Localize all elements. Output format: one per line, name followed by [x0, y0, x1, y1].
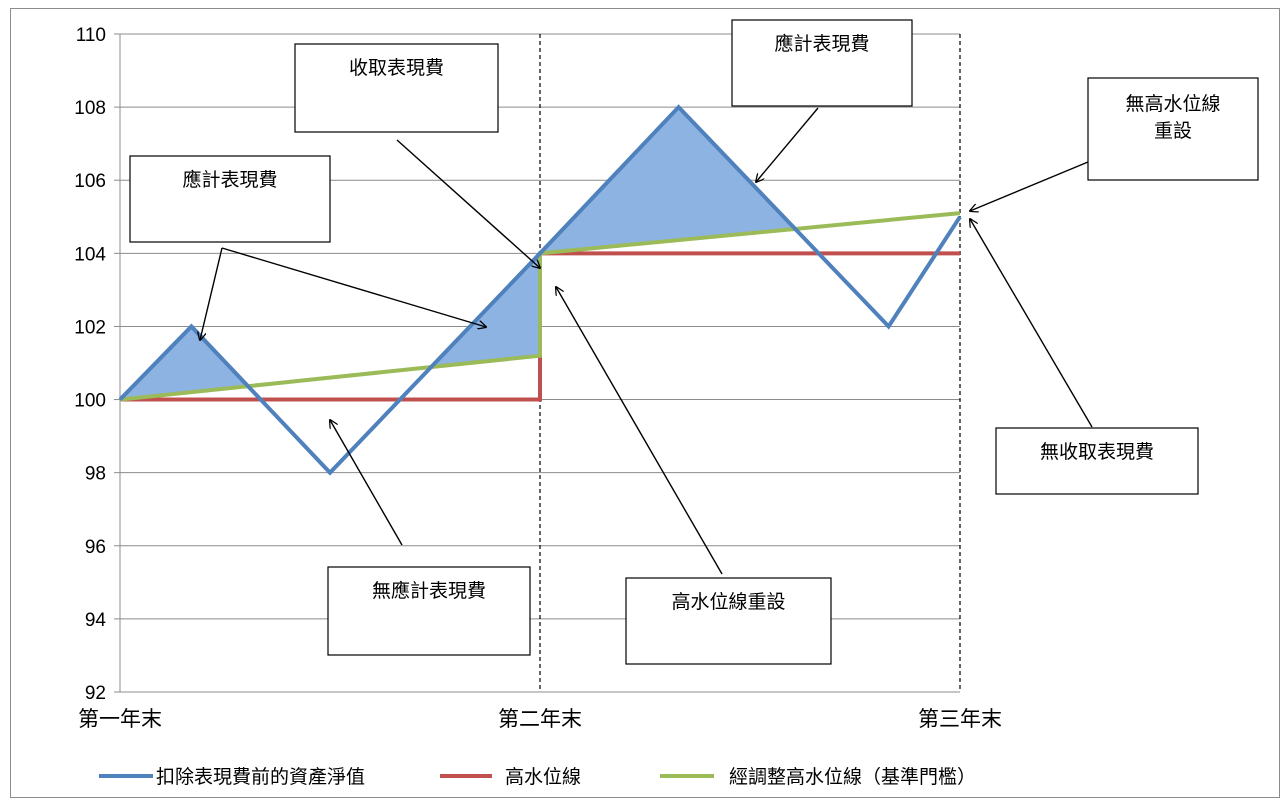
y-tick-label: 106 — [74, 171, 106, 192]
legend-label-0: 扣除表現費前的資產淨值 — [156, 766, 365, 788]
annotation-line: 重設 — [1154, 120, 1192, 142]
series-lines — [118, 104, 962, 476]
annotation-box-no-fee-accrued — [327, 566, 531, 656]
legend: 扣除表現費前的資產淨值 高水位線 經調整高水位線（基準門檻） — [99, 766, 976, 788]
arrow-hwm-no-reset — [970, 161, 1089, 211]
axes — [119, 34, 960, 693]
arrow-fee-collected — [396, 139, 540, 268]
annotation-line: 應計表現費 — [774, 32, 869, 55]
y-tick-label: 98 — [85, 464, 106, 485]
series-line-adjusted-hwm — [119, 211, 961, 402]
arrow-fee-accrued-1-a — [200, 247, 223, 340]
annotation-text-fee-collected: 收取表現費 — [349, 57, 444, 79]
annotation-box-no-fee-collected — [995, 427, 1199, 495]
x-tick-labels: 第一年末 第二年末 第三年末 — [78, 707, 1002, 731]
legend-label-1: 高水位線 — [505, 766, 581, 788]
y-tick-label: 94 — [85, 610, 107, 631]
y-tick-label: 96 — [85, 537, 106, 558]
x-tick-label: 第二年末 — [498, 707, 582, 731]
annotation-box-fee-accrued-2 — [731, 19, 913, 107]
y-tick-label: 100 — [74, 391, 106, 412]
shaded-region-fee — [540, 107, 795, 254]
annotation-line: 收取表現費 — [349, 57, 444, 79]
annotation-text-fee-accrued-1: 應計表現費 — [182, 168, 277, 191]
gridlines — [114, 33, 960, 693]
annotation-line: 高水位線重設 — [671, 591, 785, 613]
annotation-text-hwm-reset: 高水位線重設 — [671, 591, 785, 613]
arrow-no-fee-accrued — [330, 420, 403, 546]
annotation-box-hwm-no-reset — [1087, 77, 1259, 181]
x-tick-label: 第一年末 — [78, 707, 162, 731]
annotation-line: 無應計表現費 — [372, 579, 486, 602]
annotation-text-hwm-no-reset: 無高水位線重設 — [1125, 93, 1220, 142]
annotation-line: 無收取表現費 — [1040, 441, 1154, 463]
annotation-box-fee-accrued-1 — [129, 155, 331, 243]
legend-label-2: 經調整高水位線（基準門檻） — [729, 766, 976, 788]
x-tick-label: 第三年末 — [918, 707, 1002, 731]
chart-frame — [10, 8, 1280, 798]
y-tick-labels: 92 94 96 98 100 102 104 106 108 110 — [74, 25, 106, 704]
annotation-box-fee-collected — [294, 43, 499, 133]
arrow-no-fee-collected — [970, 219, 1093, 428]
y-tick-label: 102 — [74, 317, 106, 338]
arrow-fee-accrued-2 — [756, 107, 819, 182]
series-line-nav — [118, 104, 962, 476]
annotation-box-hwm-reset — [625, 577, 832, 665]
arrow-fee-accrued-1-b — [221, 247, 486, 327]
annotation-line: 應計表現費 — [182, 168, 277, 191]
y-tick-label: 92 — [85, 683, 106, 704]
arrow-hwm-reset — [556, 287, 723, 575]
annotation-arrows — [200, 107, 1093, 575]
y-tick-label: 108 — [74, 98, 106, 119]
y-tick-label: 104 — [74, 244, 106, 265]
annotation-line: 無高水位線 — [1125, 93, 1220, 115]
annotation-text-no-fee-accrued: 無應計表現費 — [372, 579, 486, 602]
annotation-text-fee-accrued-2: 應計表現費 — [774, 32, 869, 55]
annotation-text-no-fee-collected: 無收取表現費 — [1040, 441, 1154, 463]
shaded-region-fee — [120, 326, 248, 400]
y-tick-label: 110 — [76, 25, 106, 46]
